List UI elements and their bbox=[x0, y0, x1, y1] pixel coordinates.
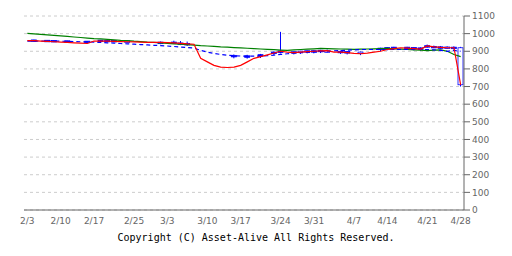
svg-text:3/17: 3/17 bbox=[231, 216, 251, 226]
svg-text:4/7: 4/7 bbox=[347, 216, 361, 226]
svg-text:3/24: 3/24 bbox=[271, 216, 291, 226]
svg-text:1100: 1100 bbox=[472, 11, 495, 21]
svg-text:700: 700 bbox=[472, 82, 489, 92]
svg-text:500: 500 bbox=[472, 117, 489, 127]
svg-text:3/31: 3/31 bbox=[304, 216, 324, 226]
html-text:Copyright (C) Asset-Alive All: Copyright (C) Asset-Alive All Rights Res… bbox=[117, 232, 395, 243]
svg-text:2/3: 2/3 bbox=[20, 216, 34, 226]
svg-text:1000: 1000 bbox=[472, 29, 495, 39]
svg-text:200: 200 bbox=[472, 170, 489, 180]
svg-text:900: 900 bbox=[472, 46, 489, 56]
svg-text:100: 100 bbox=[472, 188, 489, 198]
svg-text:0: 0 bbox=[472, 205, 478, 215]
svg-text:3/10: 3/10 bbox=[197, 216, 217, 226]
svg-text:2/17: 2/17 bbox=[84, 216, 104, 226]
svg-text:4/14: 4/14 bbox=[377, 216, 397, 226]
svg-text:2/25: 2/25 bbox=[124, 216, 144, 226]
svg-text:800: 800 bbox=[472, 64, 489, 74]
svg-text:4/28: 4/28 bbox=[451, 216, 471, 226]
svg-text:3/3: 3/3 bbox=[160, 216, 174, 226]
svg-text:600: 600 bbox=[472, 99, 489, 109]
svg-text:300: 300 bbox=[472, 152, 489, 162]
svg-text:4/21: 4/21 bbox=[417, 216, 437, 226]
svg-text:2/10: 2/10 bbox=[51, 216, 71, 226]
svg-text:400: 400 bbox=[472, 135, 489, 145]
